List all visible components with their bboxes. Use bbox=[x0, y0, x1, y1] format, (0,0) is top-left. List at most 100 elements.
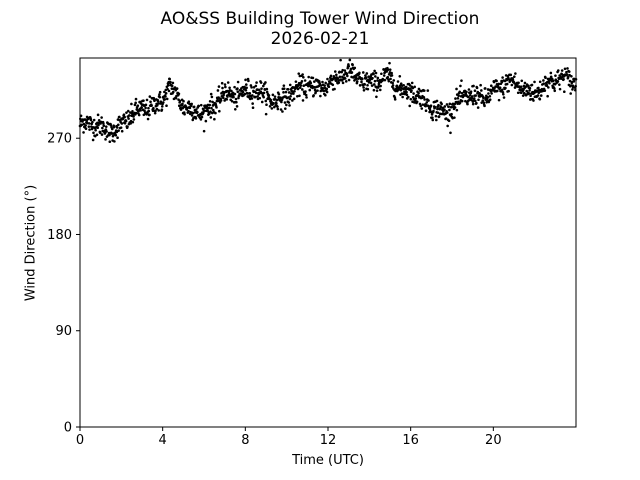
data-point bbox=[224, 85, 227, 89]
data-point bbox=[245, 86, 248, 90]
data-point bbox=[89, 118, 93, 122]
data-point bbox=[123, 121, 127, 125]
data-point bbox=[313, 80, 316, 83]
data-point bbox=[164, 95, 167, 98]
data-point bbox=[251, 106, 255, 110]
data-point bbox=[407, 95, 410, 99]
data-point bbox=[537, 86, 540, 90]
data-point bbox=[102, 124, 106, 127]
data-point bbox=[244, 78, 247, 82]
data-point bbox=[276, 105, 279, 108]
data-point bbox=[408, 104, 412, 108]
data-point bbox=[547, 86, 550, 89]
data-point bbox=[236, 90, 240, 94]
data-point bbox=[210, 106, 213, 110]
data-point bbox=[449, 131, 452, 135]
data-point bbox=[160, 105, 164, 108]
data-point bbox=[272, 105, 276, 109]
data-point bbox=[558, 87, 562, 91]
data-point bbox=[132, 115, 135, 118]
data-point bbox=[479, 83, 482, 87]
data-point bbox=[268, 105, 272, 108]
data-point bbox=[393, 98, 397, 101]
data-point bbox=[132, 118, 136, 121]
data-point bbox=[299, 84, 303, 87]
data-point bbox=[528, 89, 531, 92]
data-point bbox=[437, 103, 440, 107]
data-point bbox=[291, 99, 294, 102]
data-point bbox=[139, 109, 142, 112]
data-point bbox=[383, 78, 387, 82]
data-point bbox=[215, 106, 218, 109]
data-point bbox=[548, 81, 551, 85]
data-point bbox=[108, 140, 112, 144]
data-point bbox=[192, 105, 196, 109]
data-point bbox=[166, 84, 170, 87]
data-point bbox=[250, 97, 254, 100]
data-point bbox=[292, 92, 295, 95]
data-point bbox=[539, 94, 543, 97]
data-point bbox=[388, 61, 391, 65]
data-point bbox=[196, 110, 199, 114]
data-point bbox=[255, 81, 258, 84]
data-point bbox=[204, 119, 208, 123]
data-point bbox=[453, 106, 457, 109]
data-point bbox=[349, 67, 353, 71]
data-point bbox=[92, 131, 95, 135]
data-point bbox=[168, 77, 171, 81]
data-point bbox=[415, 100, 419, 104]
data-point bbox=[177, 104, 181, 108]
data-point bbox=[226, 81, 230, 84]
data-point bbox=[162, 101, 165, 104]
data-point bbox=[290, 92, 293, 95]
data-point bbox=[187, 109, 190, 113]
data-point bbox=[127, 117, 130, 120]
data-point bbox=[505, 78, 509, 82]
data-point bbox=[244, 88, 248, 92]
data-point bbox=[194, 117, 198, 120]
data-point bbox=[474, 99, 477, 103]
data-point bbox=[385, 70, 388, 73]
data-point bbox=[96, 113, 100, 117]
data-point bbox=[538, 80, 542, 84]
data-point bbox=[183, 112, 186, 116]
data-point bbox=[558, 83, 561, 86]
data-point bbox=[518, 88, 522, 92]
data-point bbox=[221, 96, 225, 100]
data-point bbox=[114, 133, 118, 137]
data-point bbox=[376, 76, 380, 80]
data-point bbox=[144, 106, 147, 110]
data-point bbox=[275, 102, 278, 105]
x-tick-label: 16 bbox=[402, 433, 419, 448]
data-point bbox=[360, 77, 364, 81]
data-point bbox=[131, 120, 135, 124]
data-point bbox=[361, 71, 365, 74]
data-point bbox=[528, 86, 532, 90]
data-point bbox=[527, 92, 531, 95]
data-point bbox=[362, 88, 366, 92]
data-point bbox=[516, 91, 520, 95]
data-point bbox=[265, 103, 268, 106]
x-tick-label: 20 bbox=[485, 433, 502, 448]
data-point bbox=[322, 89, 326, 93]
data-point bbox=[293, 89, 296, 93]
data-point bbox=[455, 108, 459, 112]
data-point bbox=[546, 94, 549, 98]
data-point bbox=[553, 87, 556, 90]
data-point bbox=[514, 72, 517, 75]
data-point bbox=[153, 111, 157, 115]
data-point bbox=[282, 91, 285, 94]
data-point bbox=[341, 81, 345, 85]
data-point bbox=[392, 79, 396, 82]
data-point bbox=[556, 69, 560, 72]
data-point bbox=[126, 109, 130, 113]
data-point bbox=[194, 108, 198, 111]
data-point bbox=[170, 84, 174, 88]
data-point bbox=[210, 95, 214, 99]
data-point bbox=[214, 111, 217, 115]
data-point bbox=[476, 106, 480, 109]
data-point bbox=[324, 81, 328, 85]
data-point bbox=[341, 68, 345, 72]
data-point bbox=[319, 94, 322, 98]
